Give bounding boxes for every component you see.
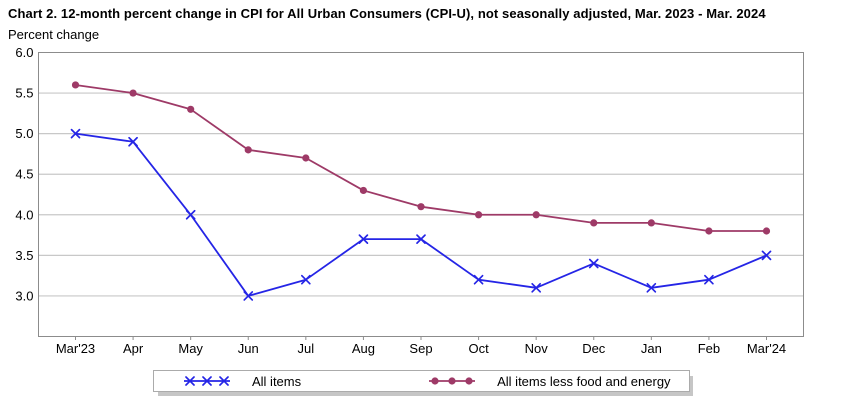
legend: All items All items less food and energy (153, 370, 690, 392)
legend-label-core: All items less food and energy (497, 373, 671, 389)
svg-text:Mar'23: Mar'23 (56, 341, 95, 356)
core-line-marker-icon (429, 377, 476, 385)
svg-text:6.0: 6.0 (15, 45, 33, 60)
svg-text:4.5: 4.5 (15, 167, 33, 182)
svg-text:May: May (178, 341, 203, 356)
legend-item-core: All items less food and energy (429, 373, 671, 389)
svg-text:3.0: 3.0 (15, 288, 33, 303)
svg-text:Sep: Sep (409, 341, 432, 356)
svg-text:Nov: Nov (525, 341, 549, 356)
legend-item-all-items: All items (184, 374, 301, 389)
svg-text:5.0: 5.0 (15, 126, 33, 141)
legend-label-all-items: All items (252, 373, 302, 389)
y-axis-unit-label: Percent change (8, 27, 100, 42)
svg-text:Jan: Jan (641, 341, 662, 356)
svg-text:Dec: Dec (582, 341, 606, 356)
chart-title: Chart 2. 12-month percent change in CPI … (8, 6, 766, 21)
all-items-line-marker-icon (184, 376, 230, 386)
svg-text:3.5: 3.5 (15, 248, 33, 263)
svg-text:Apr: Apr (123, 341, 144, 356)
svg-text:Jun: Jun (238, 341, 259, 356)
svg-text:Mar'24: Mar'24 (747, 341, 786, 356)
svg-text:4.0: 4.0 (15, 207, 33, 222)
svg-text:Oct: Oct (468, 341, 489, 356)
svg-text:Feb: Feb (698, 341, 720, 356)
svg-text:Jul: Jul (298, 341, 315, 356)
svg-text:5.5: 5.5 (15, 86, 33, 101)
svg-text:Aug: Aug (352, 341, 375, 356)
